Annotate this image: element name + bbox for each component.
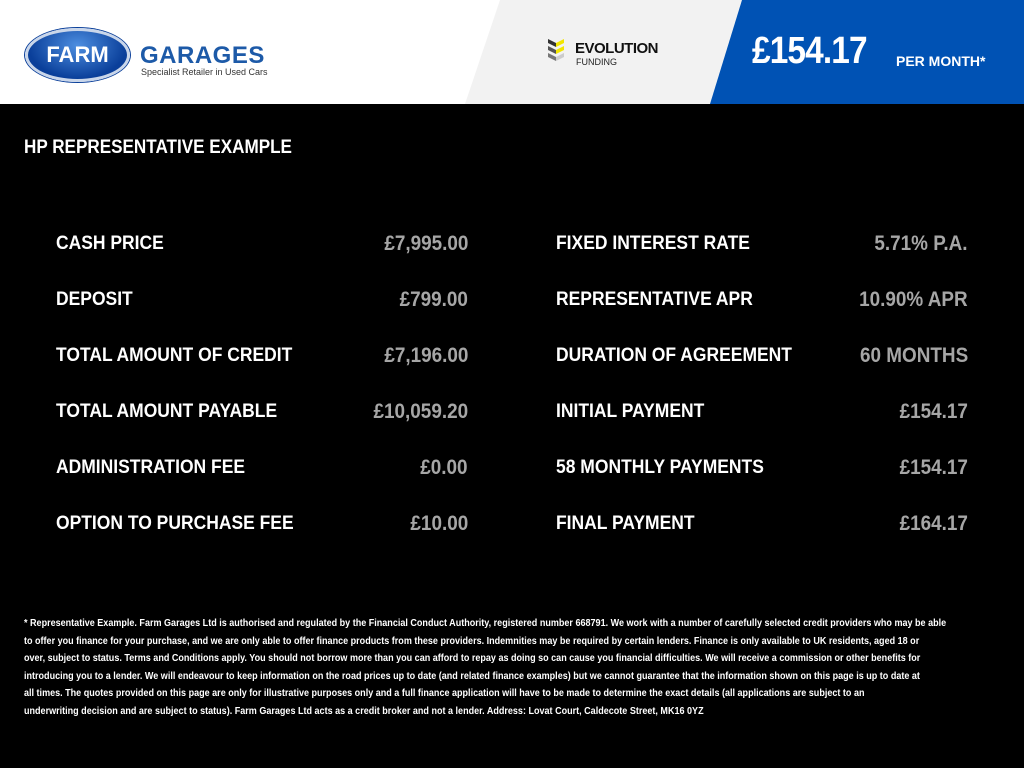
detail-value: £7,995.00	[383, 232, 468, 255]
detail-label: 58 MONTHLY PAYMENTS	[556, 457, 764, 478]
evolution-funding-logo-icon	[548, 39, 564, 61]
disclaimer-line: * Representative Example. Farm Garages L…	[24, 617, 947, 629]
detail-value: £154.17	[899, 456, 968, 479]
detail-label: FINAL PAYMENT	[556, 513, 695, 534]
detail-value: £10.00	[410, 512, 468, 535]
detail-row: TOTAL AMOUNT OF CREDIT £7,196.00	[56, 341, 468, 371]
detail-label: TOTAL AMOUNT PAYABLE	[56, 401, 278, 422]
logo-farm-word: FARM	[46, 42, 109, 67]
disclaimer-line: to offer you finance for your purchase, …	[24, 634, 920, 647]
farm-garages-logo: FARM	[25, 28, 130, 82]
detail-row: TOTAL AMOUNT PAYABLE £10,059.20	[56, 397, 468, 427]
detail-label: DEPOSIT	[56, 289, 133, 310]
disclaimer-line: over, subject to status. Terms and Condi…	[24, 652, 921, 664]
detail-row: ADMINISTRATION FEE £0.00	[56, 453, 468, 483]
detail-value: £799.00	[399, 288, 468, 311]
detail-label: TOTAL AMOUNT OF CREDIT	[56, 345, 293, 366]
detail-row: INITIAL PAYMENT £154.17	[556, 397, 968, 427]
detail-label: FIXED INTEREST RATE	[556, 233, 750, 254]
detail-row: DEPOSIT £799.00	[56, 285, 468, 315]
detail-label: DURATION OF AGREEMENT	[556, 345, 792, 366]
detail-value: £10,059.20	[373, 400, 468, 423]
detail-value: 60 MONTHS	[859, 344, 968, 367]
detail-row: FINAL PAYMENT £164.17	[556, 509, 968, 539]
detail-row: FIXED INTEREST RATE 5.71% P.A.	[556, 229, 968, 259]
header-blue-panel	[710, 0, 1024, 104]
detail-value: £154.17	[899, 400, 968, 423]
detail-row: CASH PRICE £7,995.00	[56, 229, 468, 259]
detail-label: INITIAL PAYMENT	[556, 401, 705, 422]
disclaimer-line: all times. The quotes provided on this p…	[24, 687, 865, 699]
detail-row: DURATION OF AGREEMENT 60 MONTHS	[556, 341, 968, 371]
header: FARM GARAGES Specialist Retailer in Used…	[0, 0, 1024, 104]
per-month-label: PER MONTH*	[896, 53, 986, 69]
detail-label: ADMINISTRATION FEE	[56, 457, 246, 478]
disclaimer-line: introducing you to a lender. We will end…	[24, 669, 920, 682]
detail-value: 5.71% P.A.	[874, 232, 968, 255]
detail-row: 58 MONTHLY PAYMENTS £154.17	[556, 453, 968, 483]
detail-row: REPRESENTATIVE APR 10.90% APR	[556, 285, 968, 315]
monthly-price: £154.17	[752, 30, 868, 72]
detail-value: £164.17	[899, 512, 968, 535]
logo-tagline: Specialist Retailer in Used Cars	[141, 67, 268, 77]
page-title: HP REPRESENTATIVE EXAMPLE	[24, 137, 292, 158]
detail-label: CASH PRICE	[56, 233, 164, 254]
detail-value: £7,196.00	[383, 344, 468, 367]
detail-row: OPTION TO PURCHASE FEE £10.00	[56, 509, 468, 539]
detail-label: REPRESENTATIVE APR	[556, 289, 753, 310]
logo-garages-word: GARAGES	[140, 42, 265, 69]
disclaimer-line: underwriting decision and are subject to…	[24, 704, 704, 717]
disclaimer: * Representative Example. Farm Garages L…	[24, 615, 946, 720]
funder-subtitle: FUNDING	[576, 57, 617, 67]
funder-title: EVOLUTION	[575, 40, 659, 57]
detail-value: £0.00	[420, 456, 468, 479]
detail-value: 10.90% APR	[859, 288, 968, 311]
detail-label: OPTION TO PURCHASE FEE	[56, 513, 294, 534]
